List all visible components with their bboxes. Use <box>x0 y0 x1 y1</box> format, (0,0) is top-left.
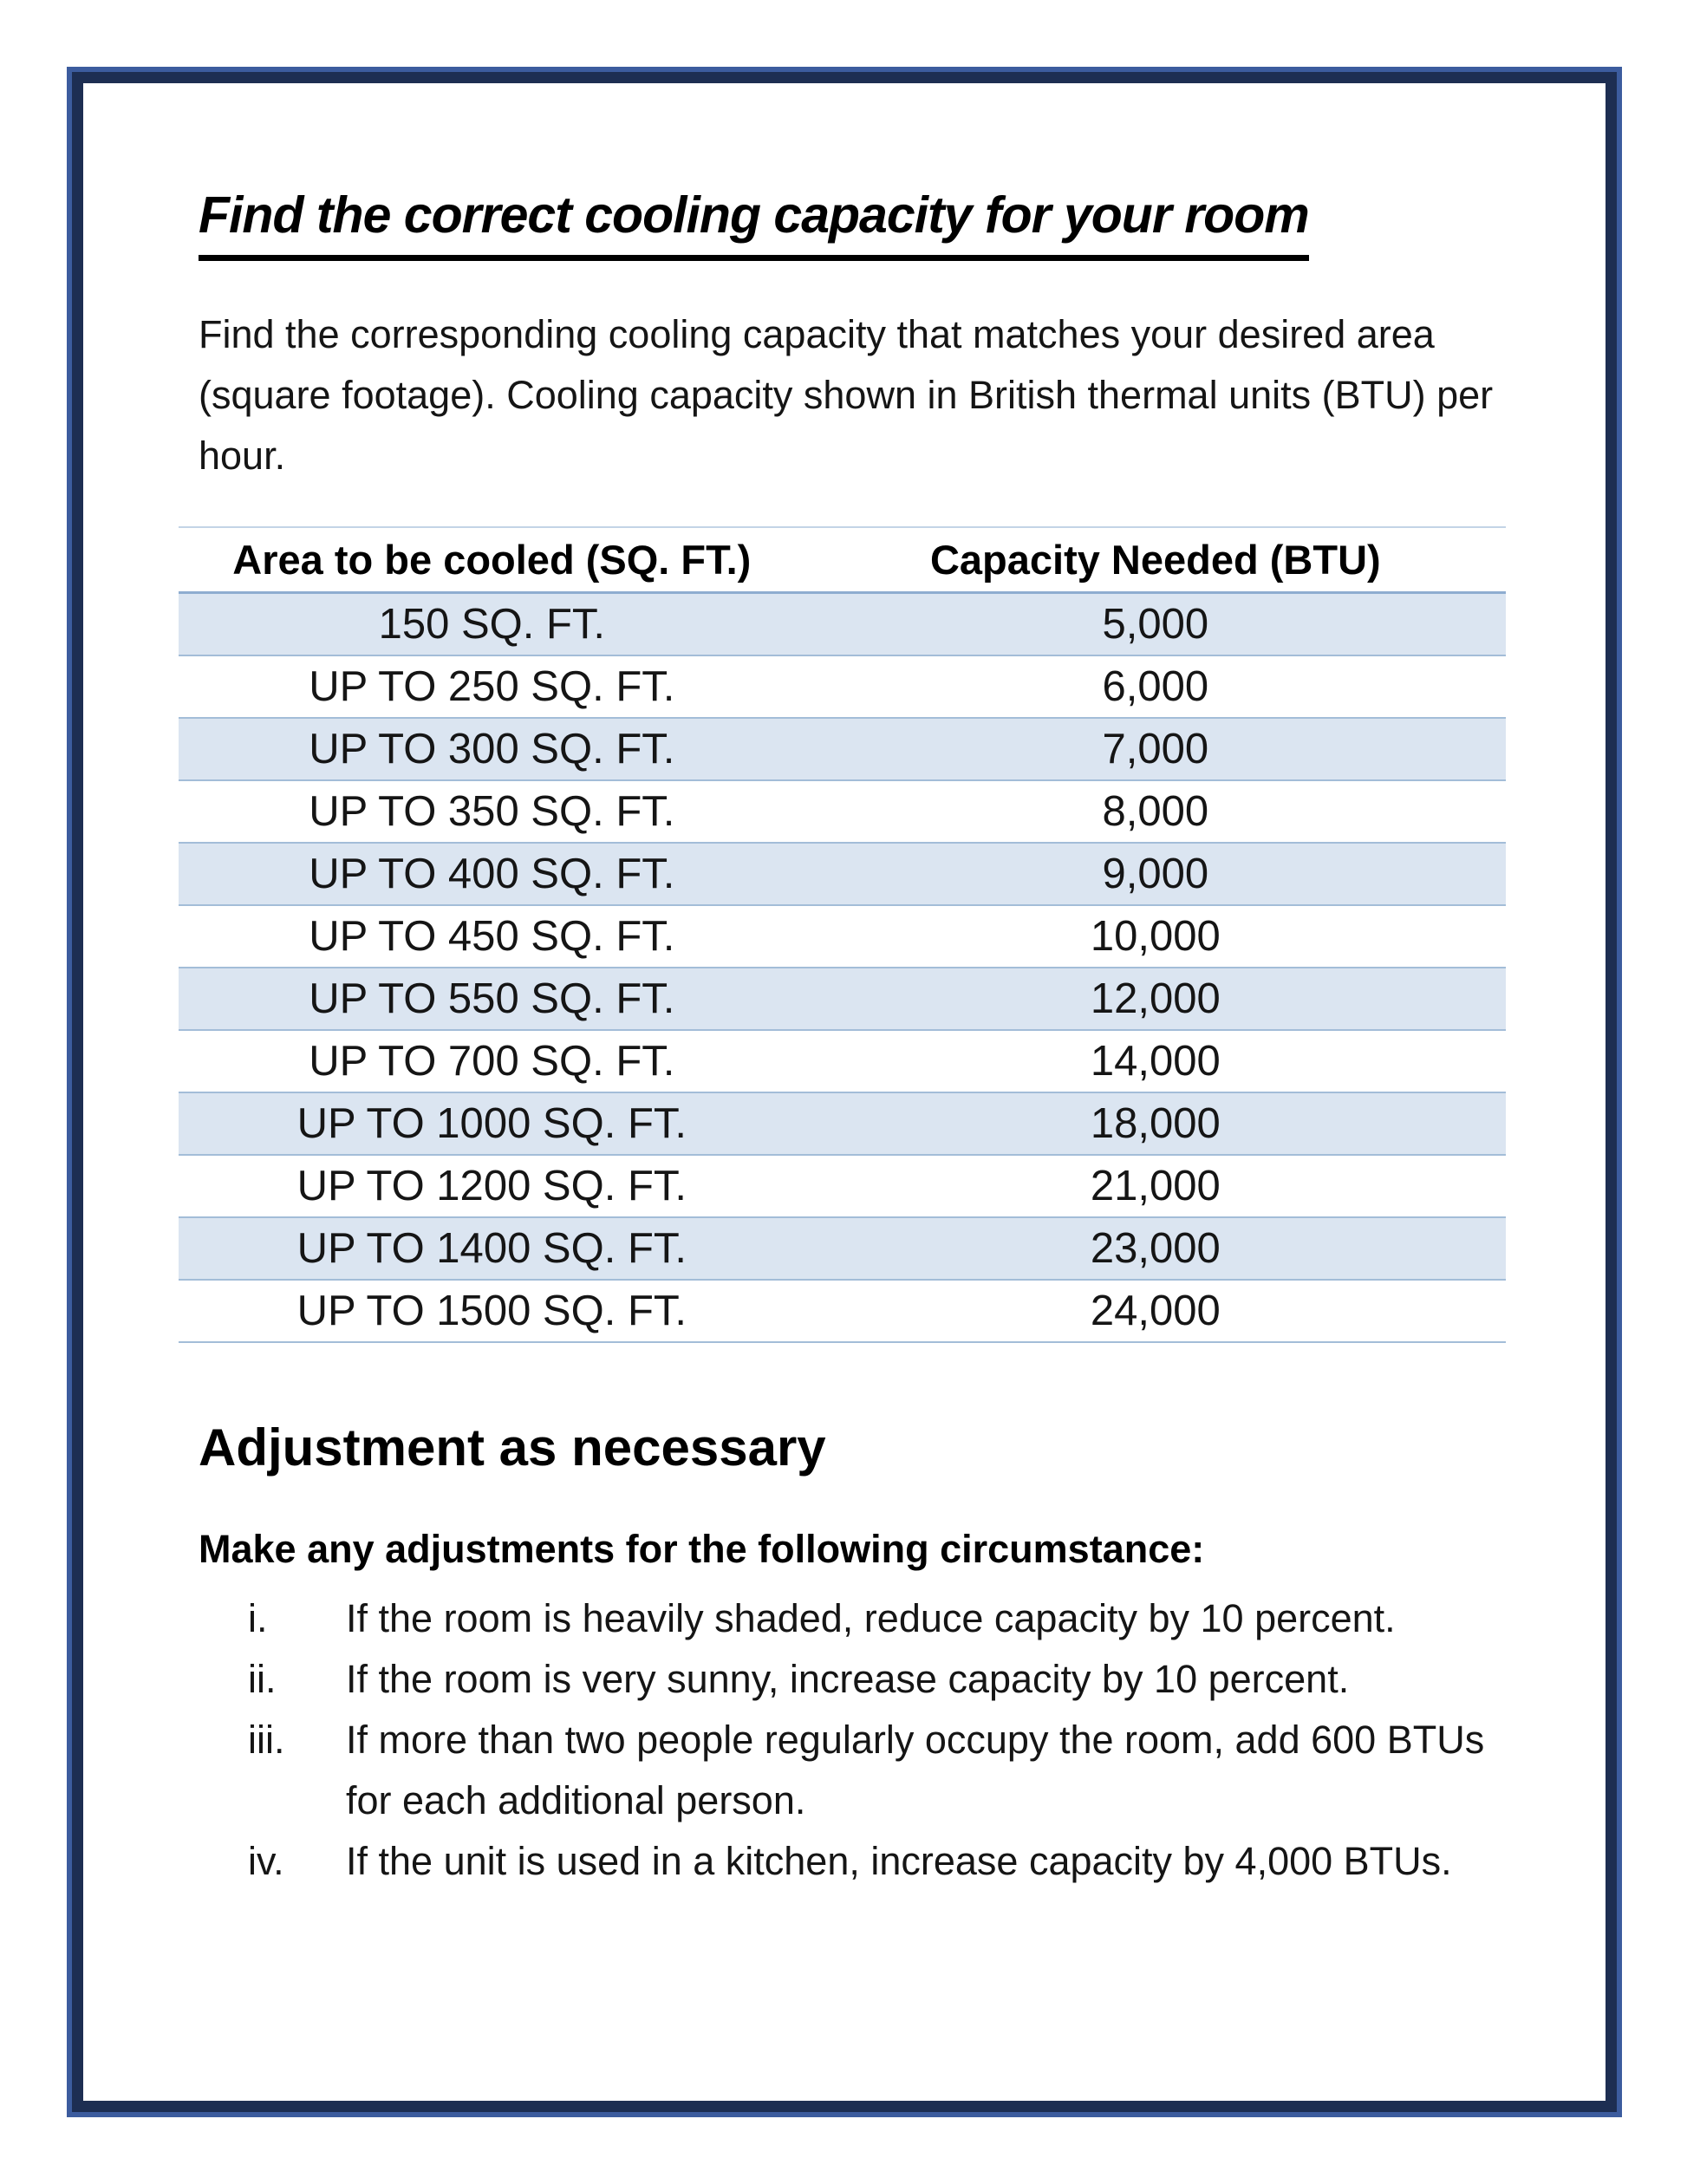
area-cell: UP TO 1400 SQ. FT. <box>296 1224 687 1272</box>
list-item-numeral: i. <box>248 1595 268 1640</box>
capacity-cell: 23,000 <box>1090 1224 1221 1272</box>
capacity-table-body: 150 SQ. FT. 5,000 UP TO 250 SQ. FT. 6,000 UP… <box>179 592 1506 1342</box>
capacity-column-header: Capacity Needed (BTU) <box>804 526 1506 595</box>
list-item-numeral: iv. <box>248 1838 284 1883</box>
list-item: i. If the room is heavily shaded, reduce … <box>199 1588 1527 1649</box>
capacity-cell: 5,000 <box>1102 600 1209 648</box>
area-cell: UP TO 550 SQ. FT. <box>309 975 675 1022</box>
page-border-outer: Find the correct cooling capacity for yo… <box>67 67 1622 2117</box>
table-row: UP TO 700 SQ. FT. 14,000 <box>179 1029 1506 1092</box>
list-item-text: If more than two people regularly occupy… <box>346 1717 1485 1822</box>
adjustments-lead: Make any adjustments for the following c… <box>199 1526 1205 1571</box>
area-column-header: Area to be cooled (SQ. FT.) <box>179 526 805 595</box>
table-row: UP TO 1200 SQ. FT. 21,000 <box>179 1154 1506 1217</box>
table-row: UP TO 1500 SQ. FT. 24,000 <box>179 1279 1506 1342</box>
table-header-row: Area to be cooled (SQ. FT.) Capacity Nee… <box>179 526 1506 595</box>
capacity-cell: 24,000 <box>1090 1287 1221 1334</box>
table-row: UP TO 550 SQ. FT. 12,000 <box>179 967 1506 1030</box>
adjustments-list: i. If the room is heavily shaded, reduce … <box>199 1588 1527 1892</box>
page-content: Find the correct cooling capacity for yo… <box>83 83 1606 1892</box>
capacity-cell: 12,000 <box>1090 975 1221 1022</box>
area-cell: UP TO 300 SQ. FT. <box>309 725 675 773</box>
area-cell: UP TO 250 SQ. FT. <box>309 662 675 710</box>
table-row: UP TO 1000 SQ. FT. 18,000 <box>179 1092 1506 1155</box>
area-cell: UP TO 450 SQ. FT. <box>309 912 675 960</box>
table-row: UP TO 350 SQ. FT. 8,000 <box>179 779 1506 843</box>
table-row: UP TO 1400 SQ. FT. 23,000 <box>179 1216 1506 1280</box>
list-item-text: If the unit is used in a kitchen, increa… <box>346 1838 1452 1883</box>
table-row: UP TO 250 SQ. FT. 6,000 <box>179 655 1506 718</box>
table-row: UP TO 450 SQ. FT. 10,000 <box>179 904 1506 968</box>
capacity-cell: 8,000 <box>1102 787 1209 835</box>
list-item: ii. If the room is very sunny, increase c… <box>199 1649 1527 1710</box>
area-cell: 150 SQ. FT. <box>378 600 606 648</box>
capacity-cell: 6,000 <box>1102 662 1209 710</box>
capacity-cell: 9,000 <box>1102 850 1209 897</box>
page-title: Find the correct cooling capacity for yo… <box>199 186 1310 261</box>
capacity-cell: 10,000 <box>1090 912 1221 960</box>
capacity-cell: 21,000 <box>1090 1162 1221 1209</box>
page-border-inner: Find the correct cooling capacity for yo… <box>72 72 1617 2112</box>
table-row: 150 SQ. FT. 5,000 <box>179 592 1506 655</box>
area-cell: UP TO 1200 SQ. FT. <box>296 1162 687 1209</box>
area-cell: UP TO 700 SQ. FT. <box>309 1037 675 1085</box>
table-row: UP TO 400 SQ. FT. 9,000 <box>179 842 1506 905</box>
capacity-table: Area to be cooled (SQ. FT.) Capacity Nee… <box>179 525 1506 1343</box>
capacity-cell: 7,000 <box>1102 725 1209 773</box>
area-cell: UP TO 1500 SQ. FT. <box>296 1287 687 1334</box>
table-row: UP TO 300 SQ. FT. 7,000 <box>179 717 1506 780</box>
list-item: iii. If more than two people regularly oc… <box>199 1710 1527 1831</box>
list-item-numeral: iii. <box>248 1717 285 1762</box>
area-cell: UP TO 350 SQ. FT. <box>309 787 675 835</box>
intro-paragraph: Find the corresponding cooling capacity … <box>199 311 1494 478</box>
list-item-text: If the room is heavily shaded, reduce ca… <box>346 1595 1396 1640</box>
section-heading: Adjustment as necessary <box>199 1418 826 1477</box>
list-item-numeral: ii. <box>248 1656 277 1701</box>
area-cell: UP TO 1000 SQ. FT. <box>296 1099 687 1147</box>
capacity-cell: 18,000 <box>1090 1099 1221 1147</box>
area-cell: UP TO 400 SQ. FT. <box>309 850 675 897</box>
capacity-cell: 14,000 <box>1090 1037 1221 1085</box>
list-item: iv. If the unit is used in a kitchen, inc… <box>199 1831 1527 1892</box>
list-item-text: If the room is very sunny, increase capa… <box>346 1656 1350 1701</box>
